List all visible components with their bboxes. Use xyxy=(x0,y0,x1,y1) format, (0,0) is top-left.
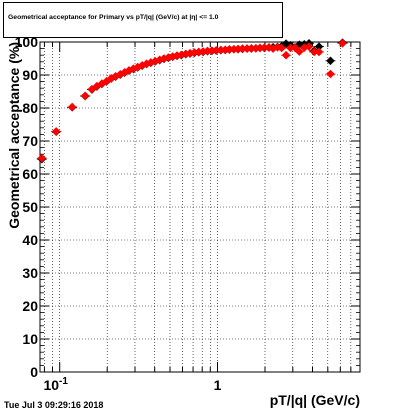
data-point-red xyxy=(164,53,173,62)
y-tick-label: 20 xyxy=(22,298,38,314)
data-point-red xyxy=(172,51,182,60)
labels-layer: 0 10 20 30 40 50 60 70 80 90 100 10-1 1 pT/|q| (GeV/c… xyxy=(6,34,360,408)
data-point-red xyxy=(37,153,47,163)
y-tick-label: 50 xyxy=(22,199,38,215)
data-point-black xyxy=(295,40,304,49)
data-point-red xyxy=(80,91,90,101)
y-axis-title: Geometrical acceptance (%) xyxy=(6,42,22,229)
x-axis-title: pT/|q| (GeV/c) xyxy=(270,392,360,408)
y-tick-label: 80 xyxy=(22,100,38,116)
datestamp: Tue Jul 3 09:29:16 2018 xyxy=(4,400,104,410)
data-point-red xyxy=(277,43,286,53)
data-point-red xyxy=(51,127,61,136)
data-point-red xyxy=(290,43,300,52)
data-point-red xyxy=(273,42,282,52)
data-point-red xyxy=(159,54,169,63)
data-point-red xyxy=(133,62,142,72)
data-point-red xyxy=(338,39,347,48)
data-point-red xyxy=(281,50,291,60)
x-tick-label: 10-1 xyxy=(43,376,68,393)
x-tick-label: 1 xyxy=(214,377,222,393)
data-point-red xyxy=(220,45,230,55)
y-tick-label: 70 xyxy=(22,133,38,149)
y-tick-label: 60 xyxy=(22,166,38,182)
data-point-red xyxy=(304,42,314,51)
title-box: Geometrical acceptance for Primary vs pT… xyxy=(3,2,283,38)
data-point-red xyxy=(300,43,309,52)
data-point-red xyxy=(314,47,324,57)
data-point-red xyxy=(67,102,77,112)
axes-layer xyxy=(39,41,361,373)
data-point-red xyxy=(295,47,304,56)
x-tick-exponent: -1 xyxy=(59,376,68,387)
data-point-red xyxy=(198,47,208,56)
y-tick-label: 40 xyxy=(22,232,38,248)
y-tick-label: 0 xyxy=(30,364,38,380)
chart-title: Geometrical acceptance for Primary vs pT… xyxy=(8,14,219,21)
data-point-black xyxy=(281,39,291,48)
y-tick-label: 30 xyxy=(22,265,38,281)
data-point-black xyxy=(314,42,324,51)
grid-layer xyxy=(40,42,361,372)
y-tick-label: 10 xyxy=(22,331,38,347)
y-tick-label: 90 xyxy=(22,67,38,83)
y-tick-label: 100 xyxy=(15,34,39,50)
data-point-red xyxy=(124,66,134,75)
data-point-red xyxy=(168,52,177,61)
data-point-black xyxy=(326,56,335,66)
data-point-red xyxy=(326,69,335,79)
points-layer xyxy=(36,38,348,164)
data-point-red xyxy=(155,55,164,65)
